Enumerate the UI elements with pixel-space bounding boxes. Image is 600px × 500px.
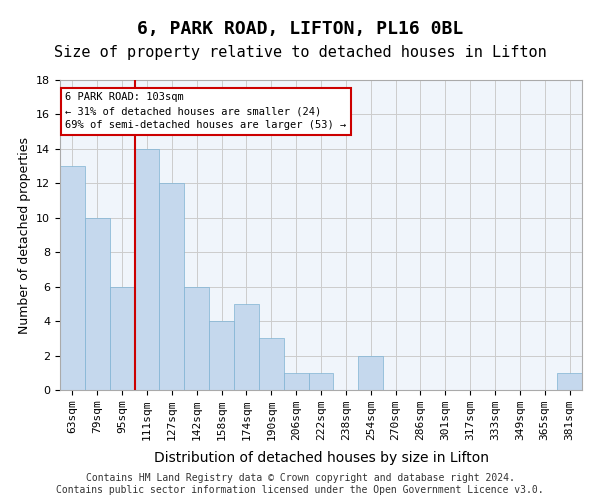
Bar xyxy=(234,304,259,390)
Bar xyxy=(284,373,308,390)
Bar xyxy=(160,184,184,390)
Text: Size of property relative to detached houses in Lifton: Size of property relative to detached ho… xyxy=(53,45,547,60)
Bar xyxy=(358,356,383,390)
Text: 6 PARK ROAD: 103sqm
← 31% of detached houses are smaller (24)
69% of semi-detach: 6 PARK ROAD: 103sqm ← 31% of detached ho… xyxy=(65,92,346,130)
Bar xyxy=(259,338,284,390)
Bar xyxy=(85,218,110,390)
Bar xyxy=(209,321,234,390)
Bar xyxy=(134,149,160,390)
Y-axis label: Number of detached properties: Number of detached properties xyxy=(17,136,31,334)
X-axis label: Distribution of detached houses by size in Lifton: Distribution of detached houses by size … xyxy=(154,452,488,466)
Text: Contains HM Land Registry data © Crown copyright and database right 2024.
Contai: Contains HM Land Registry data © Crown c… xyxy=(56,474,544,495)
Bar xyxy=(557,373,582,390)
Text: 6, PARK ROAD, LIFTON, PL16 0BL: 6, PARK ROAD, LIFTON, PL16 0BL xyxy=(137,20,463,38)
Bar xyxy=(110,286,134,390)
Bar xyxy=(60,166,85,390)
Bar xyxy=(308,373,334,390)
Bar xyxy=(184,286,209,390)
